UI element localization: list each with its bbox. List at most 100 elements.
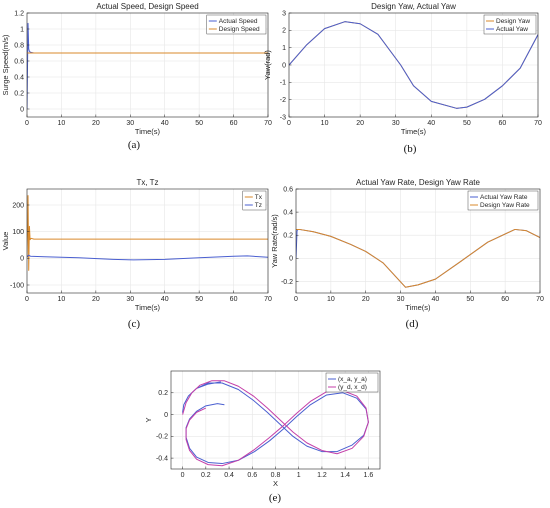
legend-entry: Actual Speed <box>219 18 258 25</box>
y-tick-label: 0.4 <box>14 74 24 81</box>
chart-panel-0: 0 10 20 30 40 50 60 70 0 0.2 0.4 0.6 0.8 1 1.2 Actual S… <box>1 2 272 151</box>
y-tick-label: -1 <box>280 80 286 87</box>
x-tick-label: 60 <box>230 296 238 303</box>
y-tick-label: -100 <box>10 282 24 289</box>
y-tick-label: -3 <box>280 114 286 121</box>
series-group <box>27 22 268 110</box>
x-axis-label: Time(s) <box>135 303 161 312</box>
y-tick-label: 0.2 <box>14 90 24 97</box>
x-tick-label: 70 <box>536 296 544 303</box>
series-line-1 <box>296 228 540 288</box>
y-tick-label: 0.6 <box>14 58 24 65</box>
legend-entry: Design Yaw Rate <box>480 202 530 209</box>
y-tick-label: 0.4 <box>283 210 293 217</box>
legend-entry: Actual Yaw <box>496 26 528 33</box>
legend-box <box>206 14 267 35</box>
x-tick-label: 70 <box>264 120 272 127</box>
x-tick-label: 0 <box>287 120 291 127</box>
series-group <box>289 21 538 109</box>
panel-caption: (e) <box>269 492 282 504</box>
x-tick-label: 1.6 <box>364 472 374 479</box>
legend-entry: (x_a, y_a) <box>338 376 367 383</box>
y-axis-label: Yaw(rad) <box>263 50 272 80</box>
y-tick-label: 0 <box>282 62 286 69</box>
x-tick-label: 0.6 <box>247 472 257 479</box>
y-tick-label: 1 <box>20 26 24 33</box>
x-axis-label: Time(s) <box>135 127 161 136</box>
x-tick-label: 30 <box>397 296 405 303</box>
x-tick-label: 70 <box>264 296 272 303</box>
y-tick-label: 0 <box>164 412 168 419</box>
x-tick-label: 10 <box>321 120 329 127</box>
chart-title: Actual Yaw Rate, Design Yaw Rate <box>356 178 480 187</box>
y-tick-label: 0.8 <box>14 42 24 49</box>
chart-title: Actual Speed, Design Speed <box>96 2 198 11</box>
x-tick-label: 10 <box>327 296 335 303</box>
series-line-1 <box>182 380 369 467</box>
chart-panel-3: 0 10 20 30 40 50 60 70 -0.2 0 0.2 0.4 0.6 Actual Yaw … <box>270 178 544 330</box>
legend-box <box>325 372 379 393</box>
x-axis-label: Time(s) <box>405 303 431 312</box>
x-tick-label: 50 <box>195 296 203 303</box>
x-tick-label: 0.4 <box>224 472 234 479</box>
x-tick-label: 20 <box>92 296 100 303</box>
x-tick-label: 20 <box>92 120 100 127</box>
x-tick-label: 50 <box>195 120 203 127</box>
x-tick-label: 30 <box>126 120 134 127</box>
x-tick-label: 10 <box>58 120 66 127</box>
x-tick-label: 30 <box>126 296 134 303</box>
y-axis-label: Y <box>144 417 153 422</box>
x-tick-label: 60 <box>501 296 509 303</box>
panel-caption: (a) <box>128 139 141 151</box>
x-tick-label: 50 <box>466 296 474 303</box>
x-axis-label: X <box>273 479 278 488</box>
x-tick-label: 0 <box>25 120 29 127</box>
legend-entry: Tz <box>255 202 262 209</box>
x-tick-label: 0.2 <box>201 472 211 479</box>
chart-title: Tx, Tz <box>136 178 158 187</box>
y-axis-label: Value <box>1 232 10 251</box>
series-line-0 <box>27 195 268 271</box>
y-tick-label: 0.6 <box>283 186 293 193</box>
legend-entry: (y_d, x_d) <box>338 384 367 391</box>
x-tick-label: 1.2 <box>317 472 327 479</box>
y-tick-label: 3 <box>282 10 286 17</box>
chart-panel-4: 0 0.2 0.4 0.6 0.8 1 1.2 1.4 1.6 -0.4 -0.2 0 0.2 X Y (x_… <box>144 370 381 504</box>
series-group <box>27 195 268 271</box>
y-axis-label: Surge Speed(m/s) <box>1 34 10 95</box>
x-tick-label: 50 <box>463 120 471 127</box>
x-tick-label: 60 <box>499 120 507 127</box>
series-group <box>296 228 540 288</box>
x-tick-label: 40 <box>161 296 169 303</box>
legend-entry: Design Yaw <box>496 18 530 25</box>
x-tick-label: 0 <box>181 472 185 479</box>
legend-entry: Tx <box>255 194 263 201</box>
panel-caption: (c) <box>128 318 141 330</box>
x-tick-label: 0 <box>25 296 29 303</box>
panel-caption: (d) <box>406 318 419 330</box>
y-axis-label: Yaw Rate(rad/s) <box>270 214 279 268</box>
y-tick-label: -0.2 <box>156 434 168 441</box>
series-line-1 <box>289 21 538 109</box>
x-tick-label: 1.4 <box>340 472 350 479</box>
x-tick-label: 20 <box>362 296 370 303</box>
plot-frame <box>26 12 269 118</box>
x-tick-label: 1 <box>297 472 301 479</box>
series-line-0 <box>27 22 268 110</box>
series-line-1 <box>27 254 268 261</box>
x-tick-label: 40 <box>427 120 435 127</box>
x-tick-label: 40 <box>432 296 440 303</box>
series-group <box>182 380 369 467</box>
legend-entry: Design Speed <box>219 26 260 33</box>
x-tick-label: 10 <box>58 296 66 303</box>
plot-frame <box>295 188 541 294</box>
legend-entry: Actual Yaw Rate <box>480 194 528 201</box>
y-tick-label: -2 <box>280 97 286 104</box>
y-tick-label: 0 <box>20 106 24 113</box>
